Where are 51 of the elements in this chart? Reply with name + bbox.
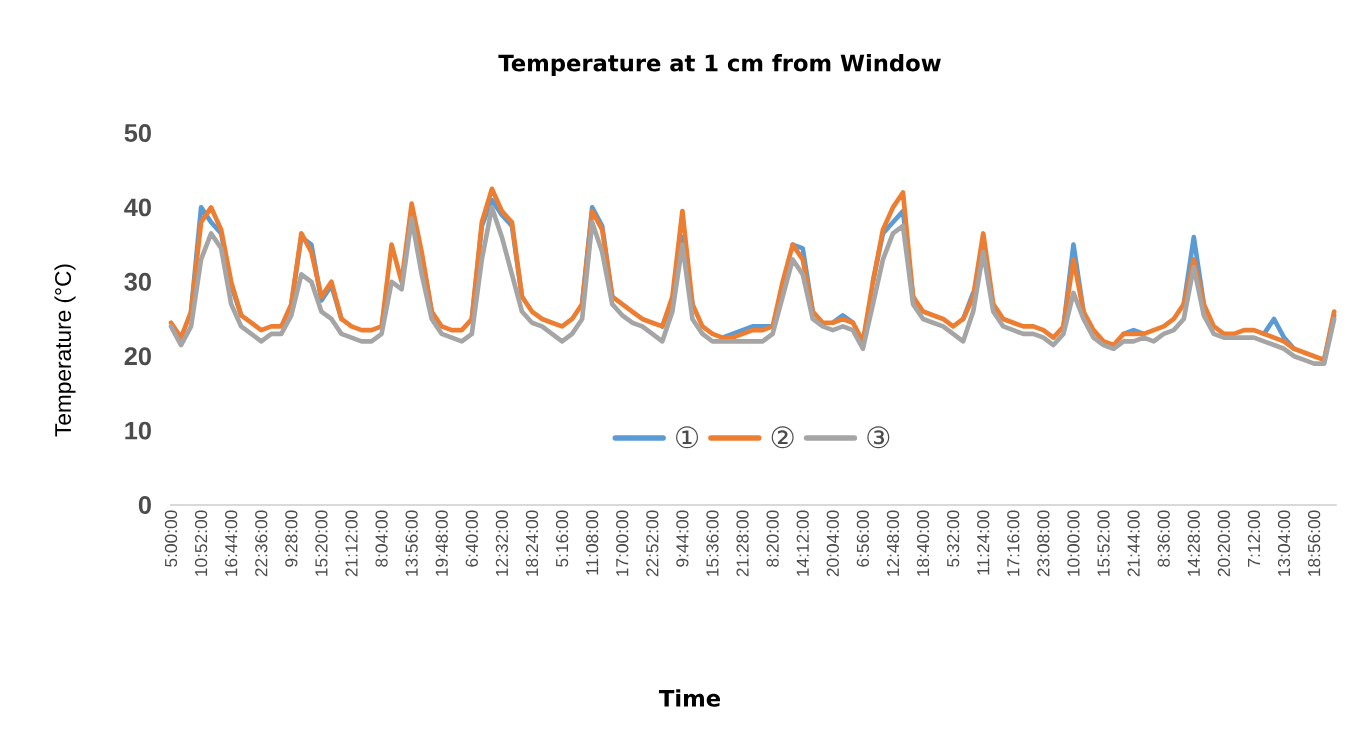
x-tick-label: 15:36:00 (706, 510, 719, 576)
x-tick-label: 18:56:00 (1307, 510, 1321, 576)
x-tick-label: 22:52:00 (646, 510, 659, 577)
x-tick-label: 5:16:00 (555, 510, 569, 567)
x-tick-label: 6:40:00 (465, 510, 478, 567)
x-tick-label: 16:44:00 (225, 510, 238, 576)
x-tick-label: 11:24:00 (977, 510, 990, 575)
y-axis-title: Temperature (°C) (54, 264, 76, 437)
x-tick-label: 21:44:00 (1127, 510, 1140, 577)
y-tick-label: 30 (124, 272, 151, 291)
x-tick-label: 18:24:00 (525, 510, 539, 576)
x-tick-label: 8:36:00 (1157, 510, 1170, 567)
x-tick-label: 18:40:00 (916, 510, 930, 576)
x-tick-label: 13:04:00 (1277, 510, 1291, 576)
x-tick-label: 14:12:00 (796, 510, 809, 576)
x-tick-label: 10:00:00 (1067, 510, 1080, 576)
x-tick-label: 15:20:00 (315, 510, 328, 576)
x-tick-label: 5:32:00 (946, 510, 960, 567)
x-tick-label: 17:16:00 (1007, 510, 1020, 576)
x-tick-label: 19:48:00 (435, 510, 448, 576)
x-tick-label: 11:08:00 (586, 510, 599, 575)
x-tick-label: 15:52:00 (1097, 510, 1110, 576)
x-tick-label: 20:04:00 (826, 510, 839, 577)
chart-title: Temperature at 1 cm from Window (498, 54, 941, 76)
x-tick-label: 8:04:00 (375, 510, 388, 567)
y-tick-label: 0 (138, 496, 151, 514)
x-tick-label: 23:08:00 (1037, 510, 1050, 577)
y-tick-label: 40 (124, 198, 151, 217)
y-tick-label: 10 (125, 421, 151, 440)
x-tick-label: 13:56:00 (405, 510, 418, 576)
x-tick-label: 8:20:00 (766, 510, 779, 567)
x-tick-label: 12:32:00 (495, 510, 509, 576)
x-tick-label: 17:00:00 (616, 510, 629, 576)
legend-label: ③ (867, 426, 890, 449)
legend-label: ② (771, 426, 794, 449)
x-tick-label: 6:56:00 (856, 510, 870, 567)
y-tick-label: 50 (124, 124, 151, 142)
x-tick-label: 12:48:00 (886, 510, 900, 576)
x-tick-label: 21:12:00 (345, 510, 358, 577)
x-tick-label: 10:52:00 (194, 510, 208, 576)
x-tick-label: 20:20:00 (1217, 510, 1231, 577)
x-tick-label: 9:44:00 (676, 510, 689, 567)
x-tick-label: 22:36:00 (255, 510, 268, 577)
x-tick-label: 21:28:00 (736, 510, 749, 577)
x-tick-label: 14:28:00 (1187, 510, 1200, 576)
legend-label: ① (676, 426, 699, 449)
x-tick-label: 7:12:00 (1247, 510, 1261, 567)
x-axis-title: Time (659, 689, 721, 707)
y-tick-label: 20 (124, 347, 151, 366)
x-tick-label: 5:00:00 (164, 510, 178, 567)
x-tick-label: 9:28:00 (285, 510, 298, 567)
